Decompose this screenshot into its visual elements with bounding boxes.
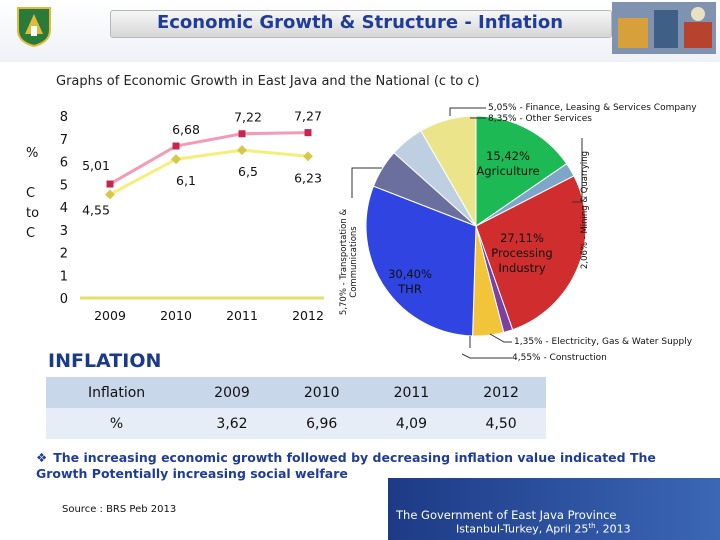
x-tick-label: 2011 <box>226 308 258 323</box>
pie-slice <box>475 115 568 227</box>
y-tick-label: 5 <box>60 178 68 193</box>
data-label: 7,22 <box>234 110 262 125</box>
diamond-bullet-icon: ❖ <box>36 450 48 465</box>
growth-line-chart: 0 1 2 3 4 5 6 7 8 2009 2010 2011 2012 5,01 6,68 7,22 7,2… <box>60 109 324 323</box>
y-tick-label: 8 <box>60 110 68 125</box>
slice-label: 30,40% <box>388 267 432 281</box>
series-line <box>109 148 309 196</box>
leader-line <box>572 138 583 203</box>
data-point <box>304 129 312 137</box>
inflation-table: Inflation 2009 2010 2011 2012 % 3,62 6,9… <box>46 377 546 439</box>
c-label: C <box>26 186 36 201</box>
table-cell: 4,50 <box>456 408 546 439</box>
data-label: 6,23 <box>294 170 322 185</box>
conclusion-note: ❖ The increasing economic growth followed… <box>36 450 696 482</box>
callout-label: Communications <box>349 226 359 298</box>
data-label: 6,5 <box>238 164 258 179</box>
data-label: 7,27 <box>294 109 322 124</box>
data-point <box>171 154 181 165</box>
footer-date: Istanbul-Turkey, April 25th, 2013 <box>456 522 631 536</box>
series-line <box>109 131 309 186</box>
structure-pie-chart: 15,42%Agriculture 27,11%ProcessingIndustr… <box>339 103 697 348</box>
source-note: Source : BRS Peb 2013 <box>62 504 177 515</box>
y-tick-label: 1 <box>60 269 68 284</box>
title-bar <box>110 10 612 38</box>
slice-label: Agriculture <box>476 164 539 178</box>
callout-label: 8,35% - Other Services <box>488 114 592 124</box>
data-point <box>105 189 115 200</box>
chart-subtitle: Graphs of Economic Growth in East Java a… <box>56 74 480 89</box>
y-tick-label: 6 <box>60 156 68 171</box>
data-point <box>237 145 247 156</box>
to-label: to <box>26 206 40 221</box>
table-header-cell: 2011 <box>366 377 457 408</box>
y-tick-label: 7 <box>60 133 68 148</box>
callout-label: 2,06% - Mining & Quarrying <box>580 151 590 269</box>
data-point <box>303 151 313 162</box>
pie-slice <box>420 115 477 228</box>
pie-slice <box>365 185 477 337</box>
pie-slice <box>475 175 587 331</box>
data-point <box>238 130 246 138</box>
table-header-cell: 2012 <box>456 377 546 408</box>
data-point <box>172 142 180 150</box>
percent-label: % <box>26 146 39 161</box>
data-label: 6,68 <box>172 122 200 137</box>
leader-line <box>449 107 486 116</box>
table-cell: 4,09 <box>366 408 457 439</box>
y-tick-label: 2 <box>60 247 68 262</box>
y-tick-label: 0 <box>60 292 68 307</box>
conclusion-text: The increasing economic growth followed … <box>36 450 656 481</box>
slice-label: Industry <box>498 261 545 275</box>
slice-label: Processing <box>491 246 552 260</box>
c-label-2: C <box>26 226 36 241</box>
province-emblem-icon <box>17 7 51 48</box>
slice-label: THR <box>397 282 422 296</box>
x-tick-label: 2010 <box>160 308 192 323</box>
inflation-title: INFLATION <box>48 350 162 372</box>
slice-label: 15,42% <box>486 149 530 163</box>
table-header-cell: 2010 <box>276 377 367 408</box>
callout-label: 5,70% - Transportation & <box>339 209 349 316</box>
slice-label: 27,11% <box>500 231 544 245</box>
table-header-cell: Inflation <box>46 377 188 408</box>
leader-line <box>469 336 471 348</box>
table-row: Inflation 2009 2010 2011 2012 <box>46 377 546 408</box>
construction-callout: 4,55% - Construction <box>512 353 607 363</box>
data-label: 4,55 <box>82 202 110 217</box>
footer-banner <box>388 478 720 540</box>
y-tick-label: 4 <box>60 201 68 216</box>
table-row: % 3,62 6,96 4,09 4,50 <box>46 408 546 439</box>
table-cell: 3,62 <box>187 408 277 439</box>
construction-leader <box>462 353 512 359</box>
table-cell: % <box>46 408 188 439</box>
leader-line <box>351 167 382 198</box>
footer-organization: The Government of East Java Province <box>396 508 617 522</box>
table-header-cell: 2009 <box>187 377 277 408</box>
page-title: Economic Growth & Structure - Inflation <box>156 12 564 33</box>
x-tick-label: 2009 <box>94 308 126 323</box>
data-label: 6,1 <box>176 173 196 188</box>
callout-label: 1,35% - Electricity, Gas & Water Supply <box>514 337 693 347</box>
callout-label: 5,05% - Finance, Leasing & Services Comp… <box>488 103 697 113</box>
data-label: 5,01 <box>82 158 110 173</box>
landmark-collage-icon <box>612 2 716 54</box>
leader-line <box>489 333 512 343</box>
table-cell: 6,96 <box>276 408 367 439</box>
data-point <box>106 180 114 188</box>
x-tick-label: 2012 <box>292 308 324 323</box>
y-tick-label: 3 <box>60 224 68 239</box>
